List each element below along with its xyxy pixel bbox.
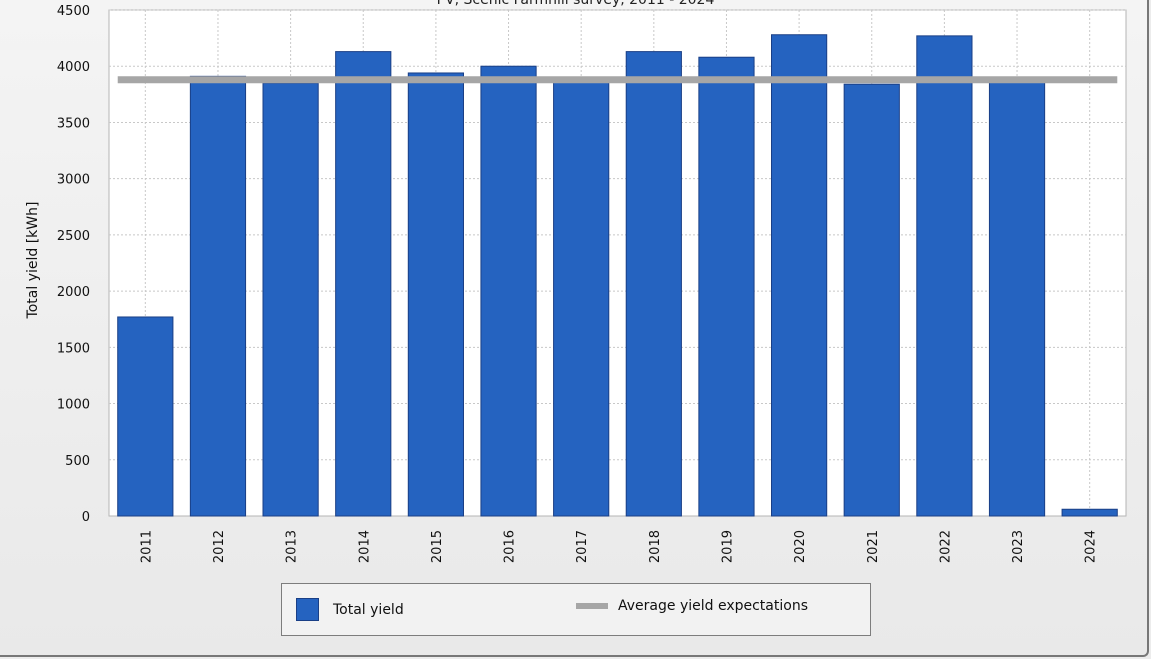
y-tick-label: 4500 [57,4,90,19]
x-tick-label: 2015 [430,530,445,563]
x-tick-label: 2017 [575,530,590,563]
legend-swatch-line [576,603,608,609]
y-tick-label: 0 [82,510,90,525]
y-tick-label: 4000 [57,60,90,75]
y-tick-label: 1500 [57,341,90,356]
bar-2018 [625,51,682,517]
y-tick-label: 2500 [57,229,90,244]
x-tick-label: 2014 [357,530,372,563]
bar-2012 [189,75,247,517]
x-tick-label: 2011 [139,530,154,563]
legend-swatch-bar [296,598,319,621]
legend-label-total-yield: Total yield [333,601,404,618]
legend-label-average-yield: Average yield expectations [618,598,808,614]
bar-2014 [335,51,392,517]
y-axis-label: Total yield [kWh] [25,202,41,320]
bar-2023 [988,78,1046,517]
y-tick-label: 500 [65,454,90,469]
x-tick-label: 2018 [648,530,663,563]
legend-item-average-yield: Average yield expectations [576,598,808,614]
x-tick-label: 2012 [212,530,227,563]
bar-2015 [407,72,464,517]
y-tick-label: 3500 [57,116,90,131]
x-tick-label: 2021 [866,530,881,563]
bar-2022 [916,35,973,517]
x-tick-label: 2024 [1084,530,1099,563]
x-tick-label: 2016 [503,530,518,563]
bar-2024 [1061,508,1118,517]
y-tick-label: 3000 [57,173,90,188]
bar-2019 [698,56,755,517]
legend-item-total-yield: Total yield [296,598,404,621]
bar-2021 [843,83,900,517]
x-tick-label: 2022 [938,530,953,563]
plot-area [108,9,1127,517]
y-tick-label: 2000 [57,285,90,300]
bar-2011 [117,316,174,517]
x-tick-label: 2020 [793,530,808,563]
bar-2016 [480,65,537,517]
x-tick-label: 2019 [720,530,735,563]
bar-2017 [553,79,610,517]
bar-2013 [262,82,319,517]
x-tick-label: 2023 [1011,530,1026,563]
y-tick-label: 1000 [57,398,90,413]
x-tick-label: 2013 [285,530,300,563]
legend: Total yield Average yield expectations [281,583,871,636]
bar-2020 [771,34,828,517]
chart-title: PV, Scenic Farmhill survey, 2011 - 2024 [436,0,715,8]
